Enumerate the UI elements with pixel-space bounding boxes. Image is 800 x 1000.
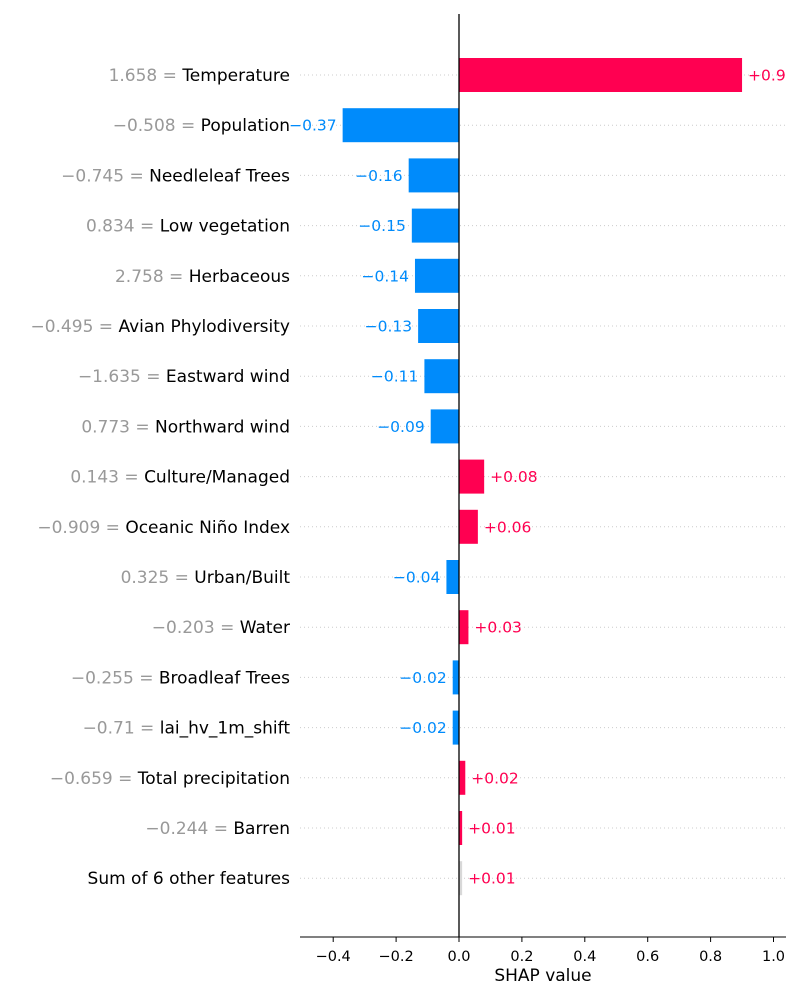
x-tick-label: −0.4 xyxy=(316,949,351,965)
bar xyxy=(430,409,459,444)
bar xyxy=(446,560,459,594)
feature-label: 1.658 = Temperature xyxy=(109,66,290,86)
feature-value: 0.143 = xyxy=(70,468,144,488)
feature-label: −0.244 = Barren xyxy=(145,819,290,839)
feature-name: Oceanic Niño Index xyxy=(125,518,290,538)
feature-label: −0.71 = lai_hv_1m_shift xyxy=(83,719,291,739)
bar xyxy=(459,610,469,645)
feature-name: Needleleaf Trees xyxy=(149,166,290,186)
x-tick-label: 0.4 xyxy=(573,949,596,965)
bar xyxy=(459,509,478,544)
feature-label: −0.659 = Total precipitation xyxy=(50,769,290,789)
feature-label: Sum of 6 other features xyxy=(88,869,291,889)
bar xyxy=(459,58,743,92)
x-tick-label: 0.6 xyxy=(636,949,659,965)
x-tick-label: 0.0 xyxy=(447,949,470,965)
feature-label: 0.325 = Urban/Built xyxy=(121,568,291,588)
bar-value-label: −0.14 xyxy=(361,267,409,285)
bar-value-label: −0.16 xyxy=(355,167,403,185)
bar-value-label: +0.01 xyxy=(468,870,516,888)
grid-lines xyxy=(300,74,786,879)
feature-name: Total precipitation xyxy=(137,769,290,789)
feature-value: −0.508 = xyxy=(113,116,201,136)
bar-value-label: −0.02 xyxy=(399,669,447,687)
bar xyxy=(408,158,459,193)
feature-labels: 1.658 = Temperature−0.508 = Population−0… xyxy=(30,66,290,889)
bar-value-label: +0.08 xyxy=(490,468,538,486)
feature-label: 0.834 = Low vegetation xyxy=(86,217,290,237)
feature-value: 0.834 = xyxy=(86,217,160,237)
bar xyxy=(418,309,459,343)
feature-label: 0.773 = Northward wind xyxy=(81,417,290,437)
feature-name: Eastward wind xyxy=(166,367,290,387)
feature-label: 0.143 = Culture/Managed xyxy=(70,468,290,488)
bar-value-label: +0.02 xyxy=(471,769,519,787)
bar-value-label: −0.13 xyxy=(365,318,413,336)
feature-label: −0.909 = Oceanic Niño Index xyxy=(37,518,290,538)
feature-value: 2.758 = xyxy=(115,267,189,287)
bar xyxy=(459,861,463,896)
feature-name: Avian Phylodiversity xyxy=(118,317,290,337)
feature-value: −1.635 = xyxy=(78,367,166,387)
feature-name: Northward wind xyxy=(155,417,290,437)
feature-name: Water xyxy=(240,618,290,638)
feature-label: −0.508 = Population xyxy=(113,116,290,136)
feature-value: −0.203 = xyxy=(152,618,240,638)
feature-name: Culture/Managed xyxy=(144,468,290,488)
x-axis: −0.4 −0.2 0.0 0.2 0.4 0.6 0.8 1.0 xyxy=(300,936,786,965)
feature-value: −0.659 = xyxy=(50,769,138,789)
bar xyxy=(424,359,459,394)
bar xyxy=(452,660,459,695)
feature-label: −0.745 = Needleleaf Trees xyxy=(61,166,290,186)
bar xyxy=(459,459,485,494)
x-axis-title: SHAP value xyxy=(494,966,591,986)
feature-value: 0.773 = xyxy=(81,417,155,437)
bar-value-label: −0.11 xyxy=(371,368,419,386)
bar-value-label: +0.9 xyxy=(748,67,786,85)
feature-name: Sum of 6 other features xyxy=(88,869,291,889)
feature-value: −0.909 = xyxy=(37,518,125,538)
bar-value-label: +0.06 xyxy=(484,518,532,536)
bar xyxy=(411,208,459,243)
x-tick-label: −0.2 xyxy=(378,949,413,965)
feature-value: −0.255 = xyxy=(71,668,159,688)
feature-value: −0.495 = xyxy=(30,317,118,337)
feature-name: Broadleaf Trees xyxy=(159,668,290,688)
feature-label: −0.255 = Broadleaf Trees xyxy=(71,668,290,688)
bar-value-label: −0.15 xyxy=(358,217,406,235)
feature-label: 2.758 = Herbaceous xyxy=(115,267,290,287)
feature-name: lai_hv_1m_shift xyxy=(160,719,291,739)
bar xyxy=(452,710,459,745)
x-tick-label: 0.2 xyxy=(510,949,533,965)
feature-name: Barren xyxy=(233,819,290,839)
feature-value: −0.244 = xyxy=(145,819,233,839)
bar-value-label: −0.37 xyxy=(289,117,337,135)
feature-name: Herbaceous xyxy=(189,267,290,287)
feature-value: −0.71 = xyxy=(83,719,160,739)
feature-value: 0.325 = xyxy=(121,568,195,588)
feature-name: Low vegetation xyxy=(160,217,290,237)
bar xyxy=(459,760,466,795)
feature-name: Urban/Built xyxy=(194,568,290,588)
bar-value-label: −0.02 xyxy=(399,719,447,737)
bar-value-label: +0.01 xyxy=(468,820,516,838)
bar xyxy=(342,108,459,143)
bar xyxy=(414,258,459,293)
bar-value-label: −0.04 xyxy=(393,569,441,587)
feature-label: −0.203 = Water xyxy=(152,618,290,638)
feature-name: Population xyxy=(201,116,290,136)
feature-label: −1.635 = Eastward wind xyxy=(78,367,290,387)
bars: +0.9 −0.37 −0.16 −0.15 −0.14 −0.13 −0.11 −0.09 +… xyxy=(289,58,786,896)
feature-label: −0.495 = Avian Phylodiversity xyxy=(30,317,290,337)
feature-name: Temperature xyxy=(181,66,290,86)
bar-value-label: +0.03 xyxy=(474,619,522,637)
x-tick-label: 0.8 xyxy=(699,949,722,965)
bar-value-label: −0.09 xyxy=(377,418,425,436)
feature-value: −0.745 = xyxy=(61,166,149,186)
x-tick-label: 1.0 xyxy=(762,949,785,965)
feature-value: 1.658 = xyxy=(109,66,183,86)
bar xyxy=(459,811,463,845)
